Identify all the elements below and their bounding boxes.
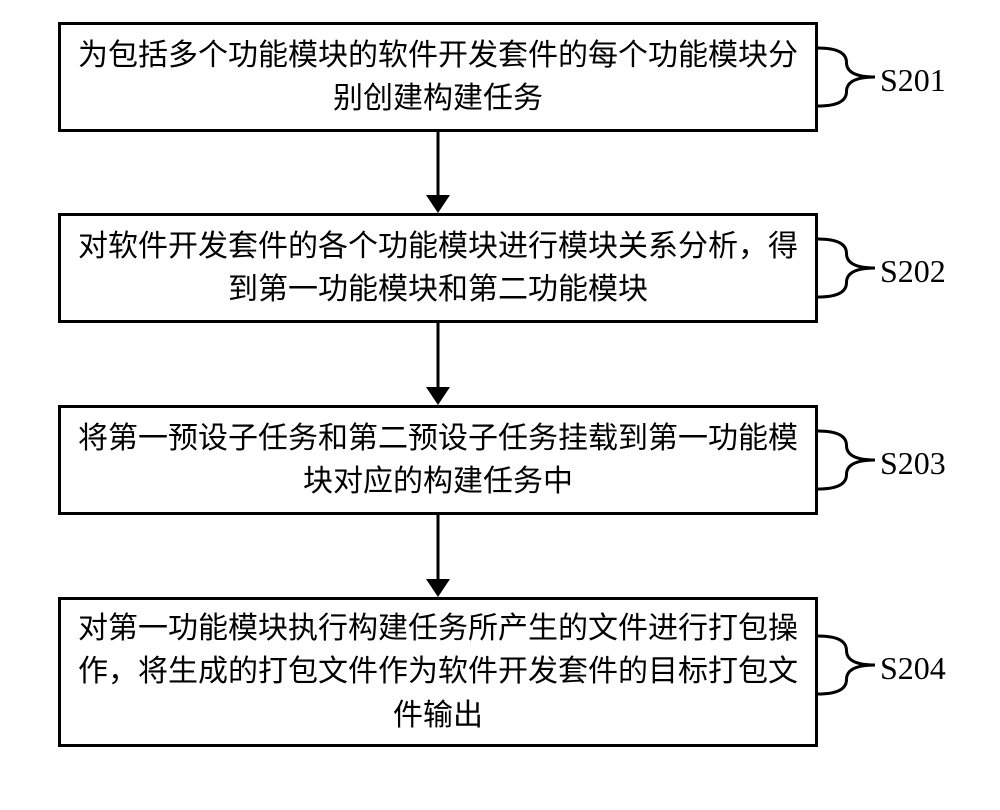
step-label-s201: S201: [880, 62, 946, 99]
step-label-s204: S204: [880, 650, 946, 687]
flow-step-text: 对第一功能模块执行构建任务所产生的文件进行打包操作，将生成的打包文件作为软件开发…: [73, 607, 803, 738]
flow-step-s202: 对软件开发套件的各个功能模块进行模块关系分析，得到第一功能模块和第二功能模块: [58, 213, 818, 323]
step-label-s203: S203: [880, 445, 946, 482]
flowchart-canvas: 为包括多个功能模块的软件开发套件的每个功能模块分别创建构建任务 S201 对软件开发…: [0, 0, 1000, 810]
flow-step-text: 为包括多个功能模块的软件开发套件的每个功能模块分别创建构建任务: [73, 34, 803, 121]
flow-step-s203: 将第一预设子任务和第二预设子任务挂载到第一功能模块对应的构建任务中: [58, 405, 818, 515]
flow-step-text: 对软件开发套件的各个功能模块进行模块关系分析，得到第一功能模块和第二功能模块: [73, 225, 803, 312]
flow-step-s201: 为包括多个功能模块的软件开发套件的每个功能模块分别创建构建任务: [58, 22, 818, 132]
step-label-s202: S202: [880, 253, 946, 290]
flow-step-s204: 对第一功能模块执行构建任务所产生的文件进行打包操作，将生成的打包文件作为软件开发…: [58, 597, 818, 747]
flow-step-text: 将第一预设子任务和第二预设子任务挂载到第一功能模块对应的构建任务中: [73, 417, 803, 504]
